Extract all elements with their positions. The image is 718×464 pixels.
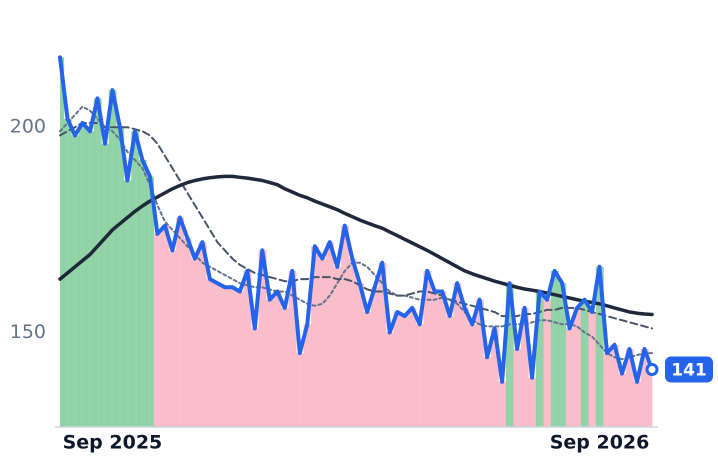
area-bar xyxy=(430,291,439,427)
area-bar xyxy=(183,238,192,427)
area-bar xyxy=(78,123,87,428)
area-bar xyxy=(318,258,327,427)
last-value-badge xyxy=(665,356,713,383)
area-bar xyxy=(415,324,424,427)
area-bar xyxy=(475,299,484,427)
area-bar xyxy=(498,381,507,427)
area-bar xyxy=(468,324,477,427)
area-bar xyxy=(236,291,244,427)
area-bar xyxy=(633,381,642,427)
area-bar xyxy=(385,332,394,427)
series-line xyxy=(58,55,654,384)
area-bar xyxy=(213,283,222,427)
area-bar xyxy=(296,353,304,427)
area-bar xyxy=(288,270,297,427)
area-bar xyxy=(520,307,529,427)
area-bar xyxy=(535,291,544,427)
area-bar xyxy=(176,217,185,427)
area-bar xyxy=(138,160,147,428)
area-bar xyxy=(168,250,177,427)
area-bar xyxy=(558,283,567,427)
area-bar xyxy=(370,287,379,427)
area-bar xyxy=(565,328,574,427)
area-bar xyxy=(348,258,357,427)
area-bar xyxy=(408,307,417,427)
area-bar xyxy=(101,143,110,428)
series-line xyxy=(58,174,654,317)
area-bar xyxy=(93,98,102,427)
area-bar xyxy=(550,270,559,427)
area-bar xyxy=(206,279,215,427)
area-bar xyxy=(333,266,342,427)
area-bar xyxy=(243,270,252,427)
area-bar xyxy=(273,291,282,427)
area-bar xyxy=(513,348,522,427)
area-bar xyxy=(505,283,514,427)
area-bar xyxy=(528,377,537,427)
area-bar xyxy=(460,307,469,427)
last-value-label: 141 xyxy=(671,360,707,380)
area-bar xyxy=(221,287,230,427)
area-bar xyxy=(640,348,649,427)
area-bar xyxy=(191,258,200,427)
area-bar xyxy=(610,344,619,427)
area-bar xyxy=(326,242,334,427)
area-bar xyxy=(303,324,312,427)
area-bar xyxy=(198,242,207,427)
area-bar xyxy=(573,307,582,427)
area-bar xyxy=(86,131,95,428)
area-bar xyxy=(356,283,364,427)
area-bar xyxy=(393,311,402,427)
area-bar xyxy=(363,311,372,427)
area-bar xyxy=(341,225,349,427)
area-bar xyxy=(281,307,289,427)
x-tick-label: Sep 2025 xyxy=(63,432,163,454)
area-bar xyxy=(60,57,65,428)
area-bar xyxy=(266,299,274,427)
area-bar xyxy=(580,299,589,427)
area-bar xyxy=(146,176,155,427)
series-line xyxy=(59,122,653,330)
area-bar xyxy=(438,291,447,427)
area-bar xyxy=(251,328,259,427)
last-point xyxy=(645,362,659,376)
area-bar xyxy=(453,283,462,427)
area-bar xyxy=(595,266,604,427)
y-tick-label: 150 xyxy=(10,321,46,343)
area-bar xyxy=(588,311,597,427)
area-bar xyxy=(258,250,267,427)
area-bar xyxy=(378,262,387,427)
area-bar xyxy=(108,90,117,427)
area-bar xyxy=(116,127,125,427)
area-bar xyxy=(483,357,492,427)
area-bar xyxy=(123,180,132,427)
area-bar xyxy=(490,328,499,427)
y-tick-label: 200 xyxy=(10,116,46,138)
area-bar xyxy=(228,287,237,427)
area-bar xyxy=(625,348,634,427)
area-bar xyxy=(311,246,319,427)
area-bar xyxy=(161,225,170,427)
area-bar xyxy=(71,135,80,427)
area-bar xyxy=(618,373,627,427)
area-bar xyxy=(603,353,612,427)
area-bar xyxy=(648,369,653,427)
x-tick-label: Sep 2026 xyxy=(550,432,650,454)
area-bar xyxy=(445,316,454,427)
area-bar xyxy=(543,299,552,427)
area-bar xyxy=(131,131,140,428)
area-bar xyxy=(423,270,432,427)
series-line xyxy=(59,105,653,361)
area-bar xyxy=(153,233,162,427)
area-bar xyxy=(400,316,409,427)
